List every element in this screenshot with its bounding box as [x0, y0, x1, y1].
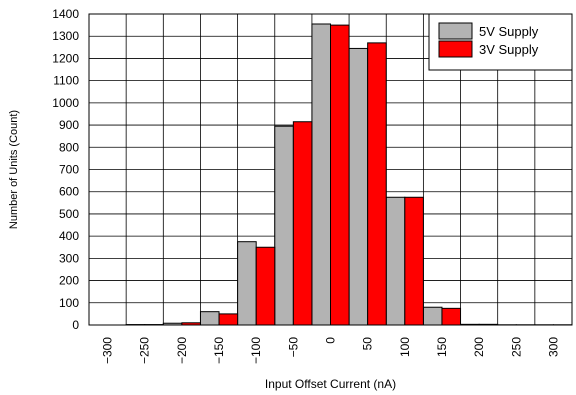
x-tick-label: 300 [546, 337, 560, 357]
bar-series1-5 [274, 125, 294, 326]
bar-series1-3 [199, 311, 220, 326]
x-tick-label: 100 [398, 337, 412, 357]
x-tick-label: 200 [472, 337, 486, 357]
y-axis-label: Number of Units (Count) [8, 110, 20, 229]
bar-series2-6 [330, 24, 350, 326]
bar-series2-7 [367, 42, 387, 326]
x-tick-label: −300 [101, 337, 115, 364]
legend: 5V Supply 3V Supply [428, 13, 573, 71]
x-tick-label: −100 [249, 337, 263, 364]
legend-label: 3V Supply [479, 42, 539, 57]
bars-group [125, 23, 573, 326]
bar-series2-3 [218, 313, 239, 326]
y-tick-label: 700 [59, 163, 79, 177]
y-tick-label: 500 [59, 207, 79, 221]
bar-series2-9 [441, 307, 462, 326]
x-tick-label: 150 [435, 337, 449, 357]
bar-series2-8 [404, 196, 424, 326]
bar-series2-5 [292, 121, 313, 326]
plot-frame [88, 13, 573, 326]
y-tick-label: 1000 [52, 96, 79, 110]
bar-series1-6 [311, 23, 331, 326]
x-axis-label: Input Offset Current (nA) [265, 377, 396, 391]
y-tick-label: 300 [59, 251, 79, 265]
y-tick-label: 1400 [52, 7, 79, 21]
bar-series1-9 [422, 306, 443, 326]
x-tick-label: 250 [509, 337, 523, 357]
tick-labels: 0100200300400500600700800900100011001200… [52, 7, 560, 364]
y-tick-label: 600 [59, 185, 79, 199]
y-tick-label: 900 [59, 118, 79, 132]
y-tick-label: 400 [59, 229, 79, 243]
y-tick-label: 1100 [53, 74, 79, 88]
y-tick-label: 100 [59, 296, 79, 310]
x-tick-label: −200 [175, 337, 189, 364]
x-tick-label: 50 [361, 337, 375, 351]
bar-series1-4 [237, 241, 257, 326]
y-tick-label: 0 [72, 318, 79, 332]
bar-series2-4 [255, 246, 276, 326]
y-tick-label: 200 [59, 274, 79, 288]
x-tick-label: −150 [212, 337, 226, 364]
legend-label: 5V Supply [479, 24, 539, 39]
y-tick-label: 1200 [52, 51, 79, 65]
legend-swatch [438, 22, 473, 40]
y-tick-label: 800 [59, 140, 79, 154]
bar-series1-7 [348, 47, 369, 326]
x-tick-label: −250 [138, 337, 152, 364]
x-tick-label: −50 [286, 337, 300, 358]
legend-swatch [438, 40, 473, 58]
y-tick-label: 1300 [52, 29, 79, 43]
x-tick-label: 0 [324, 337, 338, 344]
bar-series1-8 [385, 196, 406, 326]
